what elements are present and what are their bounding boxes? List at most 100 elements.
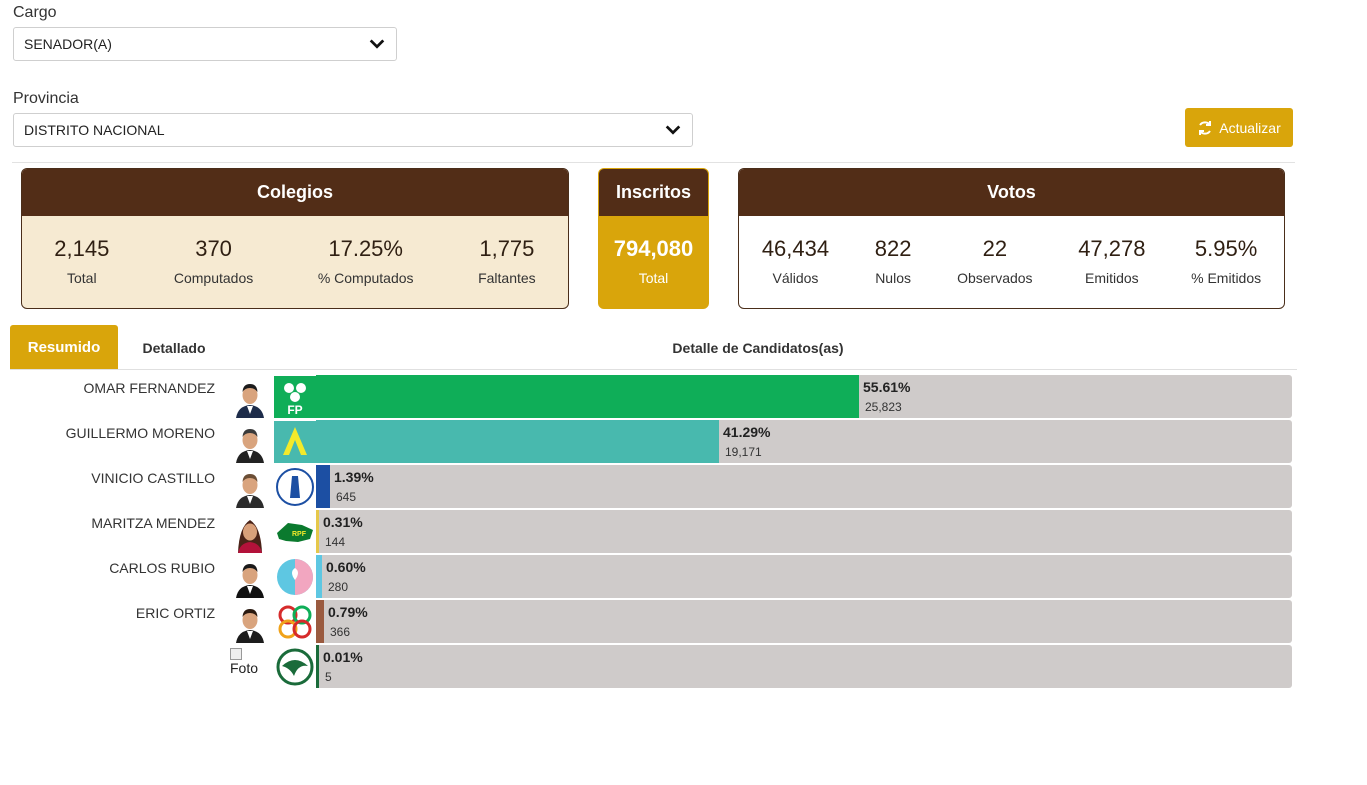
vote-bar-fill [316, 510, 319, 553]
stat-value: 1,775 [479, 236, 535, 261]
provincia-select[interactable]: DISTRITO NACIONAL [13, 113, 693, 147]
stat-value: 22 [982, 236, 1008, 261]
refresh-icon [1199, 120, 1212, 135]
vote-bar-track: 41.29% 19,171 [316, 420, 1292, 463]
candidate-row: MARITZA MENDEZ RPF 0.31% 144 [0, 510, 1300, 553]
candidate-name: GUILLERMO MORENO [65, 425, 215, 441]
stat-label: % Emitidos [1191, 270, 1262, 286]
stat-value: 370 [195, 236, 232, 261]
stat-label: Computados [173, 270, 254, 286]
stat-label: % Computados [317, 270, 414, 286]
votos-stat-pct-emitidos: 5.95% % Emitidos [1191, 236, 1261, 286]
votos-stat-nulos: 822 Nulos [875, 236, 912, 286]
photo-alt-text: Foto [230, 660, 259, 676]
candidate-name: CARLOS RUBIO [109, 560, 215, 576]
divider [12, 162, 1295, 163]
stat-label: Total [638, 270, 669, 286]
colegios-stat-faltantes: 1,775 Faltantes [478, 236, 536, 286]
candidate-photo [230, 603, 270, 643]
tabs-divider [10, 369, 1297, 370]
vote-bar-track: 0.31% 144 [316, 510, 1292, 553]
vote-bar-track: 55.61% 25,823 [316, 375, 1292, 418]
vote-bar-track: 0.01% 5 [316, 645, 1292, 688]
stat-label: Faltantes [478, 270, 536, 286]
vote-count: 280 [328, 580, 349, 594]
stat-value: 794,080 [613, 236, 694, 261]
opd-party-logo [274, 601, 316, 643]
vote-count: 144 [325, 535, 346, 549]
cargo-select-value: SENADOR(A) [24, 36, 112, 52]
stat-label: Emitidos [1084, 270, 1139, 286]
actualizar-button[interactable]: Actualizar [1185, 108, 1293, 147]
candidate-photo: Foto [230, 648, 270, 688]
candidate-photo [230, 558, 270, 598]
votos-stats: 46,434 Válidos 822 Nulos 22 Observados 4… [739, 216, 1284, 286]
votos-card: Votos 46,434 Válidos 822 Nulos 22 Observ… [738, 168, 1285, 309]
vote-bar-fill [316, 555, 322, 598]
chevron-down-icon [665, 125, 681, 135]
stat-label: Observados [957, 270, 1033, 286]
votos-stat-validos: 46,434 Válidos [762, 236, 829, 286]
vote-percent: 1.39% [334, 469, 374, 485]
actualizar-label: Actualizar [1219, 119, 1281, 136]
vote-bar-fill [316, 600, 324, 643]
alianza-pais-logo [274, 421, 316, 463]
cargo-label: Cargo [13, 4, 57, 21]
candidate-row: Foto 0.01% 5 [0, 645, 1300, 688]
tab-detallado[interactable]: Detallado [142, 339, 206, 356]
candidate-name: MARITZA MENDEZ [91, 515, 215, 531]
votos-stat-emitidos: 47,278 Emitidos [1078, 236, 1145, 286]
provincia-select-value: DISTRITO NACIONAL [24, 122, 165, 138]
svg-text:FP: FP [287, 403, 302, 417]
stat-value: 822 [874, 236, 912, 261]
candidate-photo [230, 378, 270, 418]
stat-label: Nulos [875, 270, 911, 286]
vote-percent: 0.31% [323, 514, 363, 530]
stat-label: Válidos [772, 270, 819, 286]
vote-bar-fill [316, 375, 859, 418]
svg-text:RPF: RPF [292, 531, 307, 538]
ggp-party-logo [274, 556, 316, 598]
vote-bar-track: 1.39% 645 [316, 465, 1292, 508]
provincia-label: Provincia [13, 90, 79, 107]
vote-bar-fill [316, 645, 319, 688]
stat-value: 47,278 [1078, 236, 1146, 261]
detail-title: Detalle de Candidatos(as) [672, 340, 844, 356]
candidate-photo [230, 423, 270, 463]
inscritos-card: Inscritos 794,080 Total [598, 168, 709, 309]
candidate-name: ERIC ORTIZ [135, 605, 215, 621]
candidate-photo [230, 513, 270, 553]
candidate-row: CARLOS RUBIO 0.60% 280 [0, 555, 1300, 598]
globe-party-logo [274, 646, 316, 688]
map-party-logo: RPF [274, 511, 316, 553]
vote-bar-track: 0.79% 366 [316, 600, 1292, 643]
stat-label: Total [67, 270, 97, 286]
stat-value: 5.95% [1194, 236, 1258, 261]
candidate-row: ERIC ORTIZ 0.79% 366 [0, 600, 1300, 643]
colegios-card: Colegios 2,145 Total 370 Computados 17.2… [21, 168, 569, 309]
vote-bar-fill [316, 420, 719, 463]
votos-stat-observados: 22 Observados [957, 236, 1032, 286]
tab-resumido[interactable]: Resumido [10, 325, 118, 370]
inscritos-stat-total: 794,080 Total [614, 236, 694, 286]
votos-title: Votos [739, 169, 1284, 216]
colegios-title: Colegios [22, 169, 568, 216]
vote-bar-track: 0.60% 280 [316, 555, 1292, 598]
vote-percent: 0.01% [323, 649, 363, 665]
vote-percent: 0.79% [328, 604, 368, 620]
stat-value: 17.25% [328, 236, 403, 261]
candidate-row: GUILLERMO MORENO 41.29% 19,171 [0, 420, 1300, 463]
view-tabs: Resumido Detallado [10, 325, 224, 370]
vote-percent: 41.29% [723, 424, 771, 440]
candidate-row: OMAR FERNANDEZ FP 55.61% 25,823 [0, 375, 1300, 418]
vote-count: 366 [330, 625, 351, 639]
chevron-down-icon [369, 39, 385, 49]
inscritos-title: Inscritos [599, 169, 708, 216]
candidate-name: OMAR FERNANDEZ [83, 380, 215, 396]
colegios-stat-pct-computados: 17.25% % Computados [318, 236, 414, 286]
vote-percent: 55.61% [863, 379, 911, 395]
colegios-stat-total: 2,145 Total [54, 236, 109, 286]
inscritos-stats: 794,080 Total [599, 216, 708, 286]
cargo-select[interactable]: SENADOR(A) [13, 27, 397, 61]
candidate-name: VINICIO CASTILLO [91, 470, 215, 486]
